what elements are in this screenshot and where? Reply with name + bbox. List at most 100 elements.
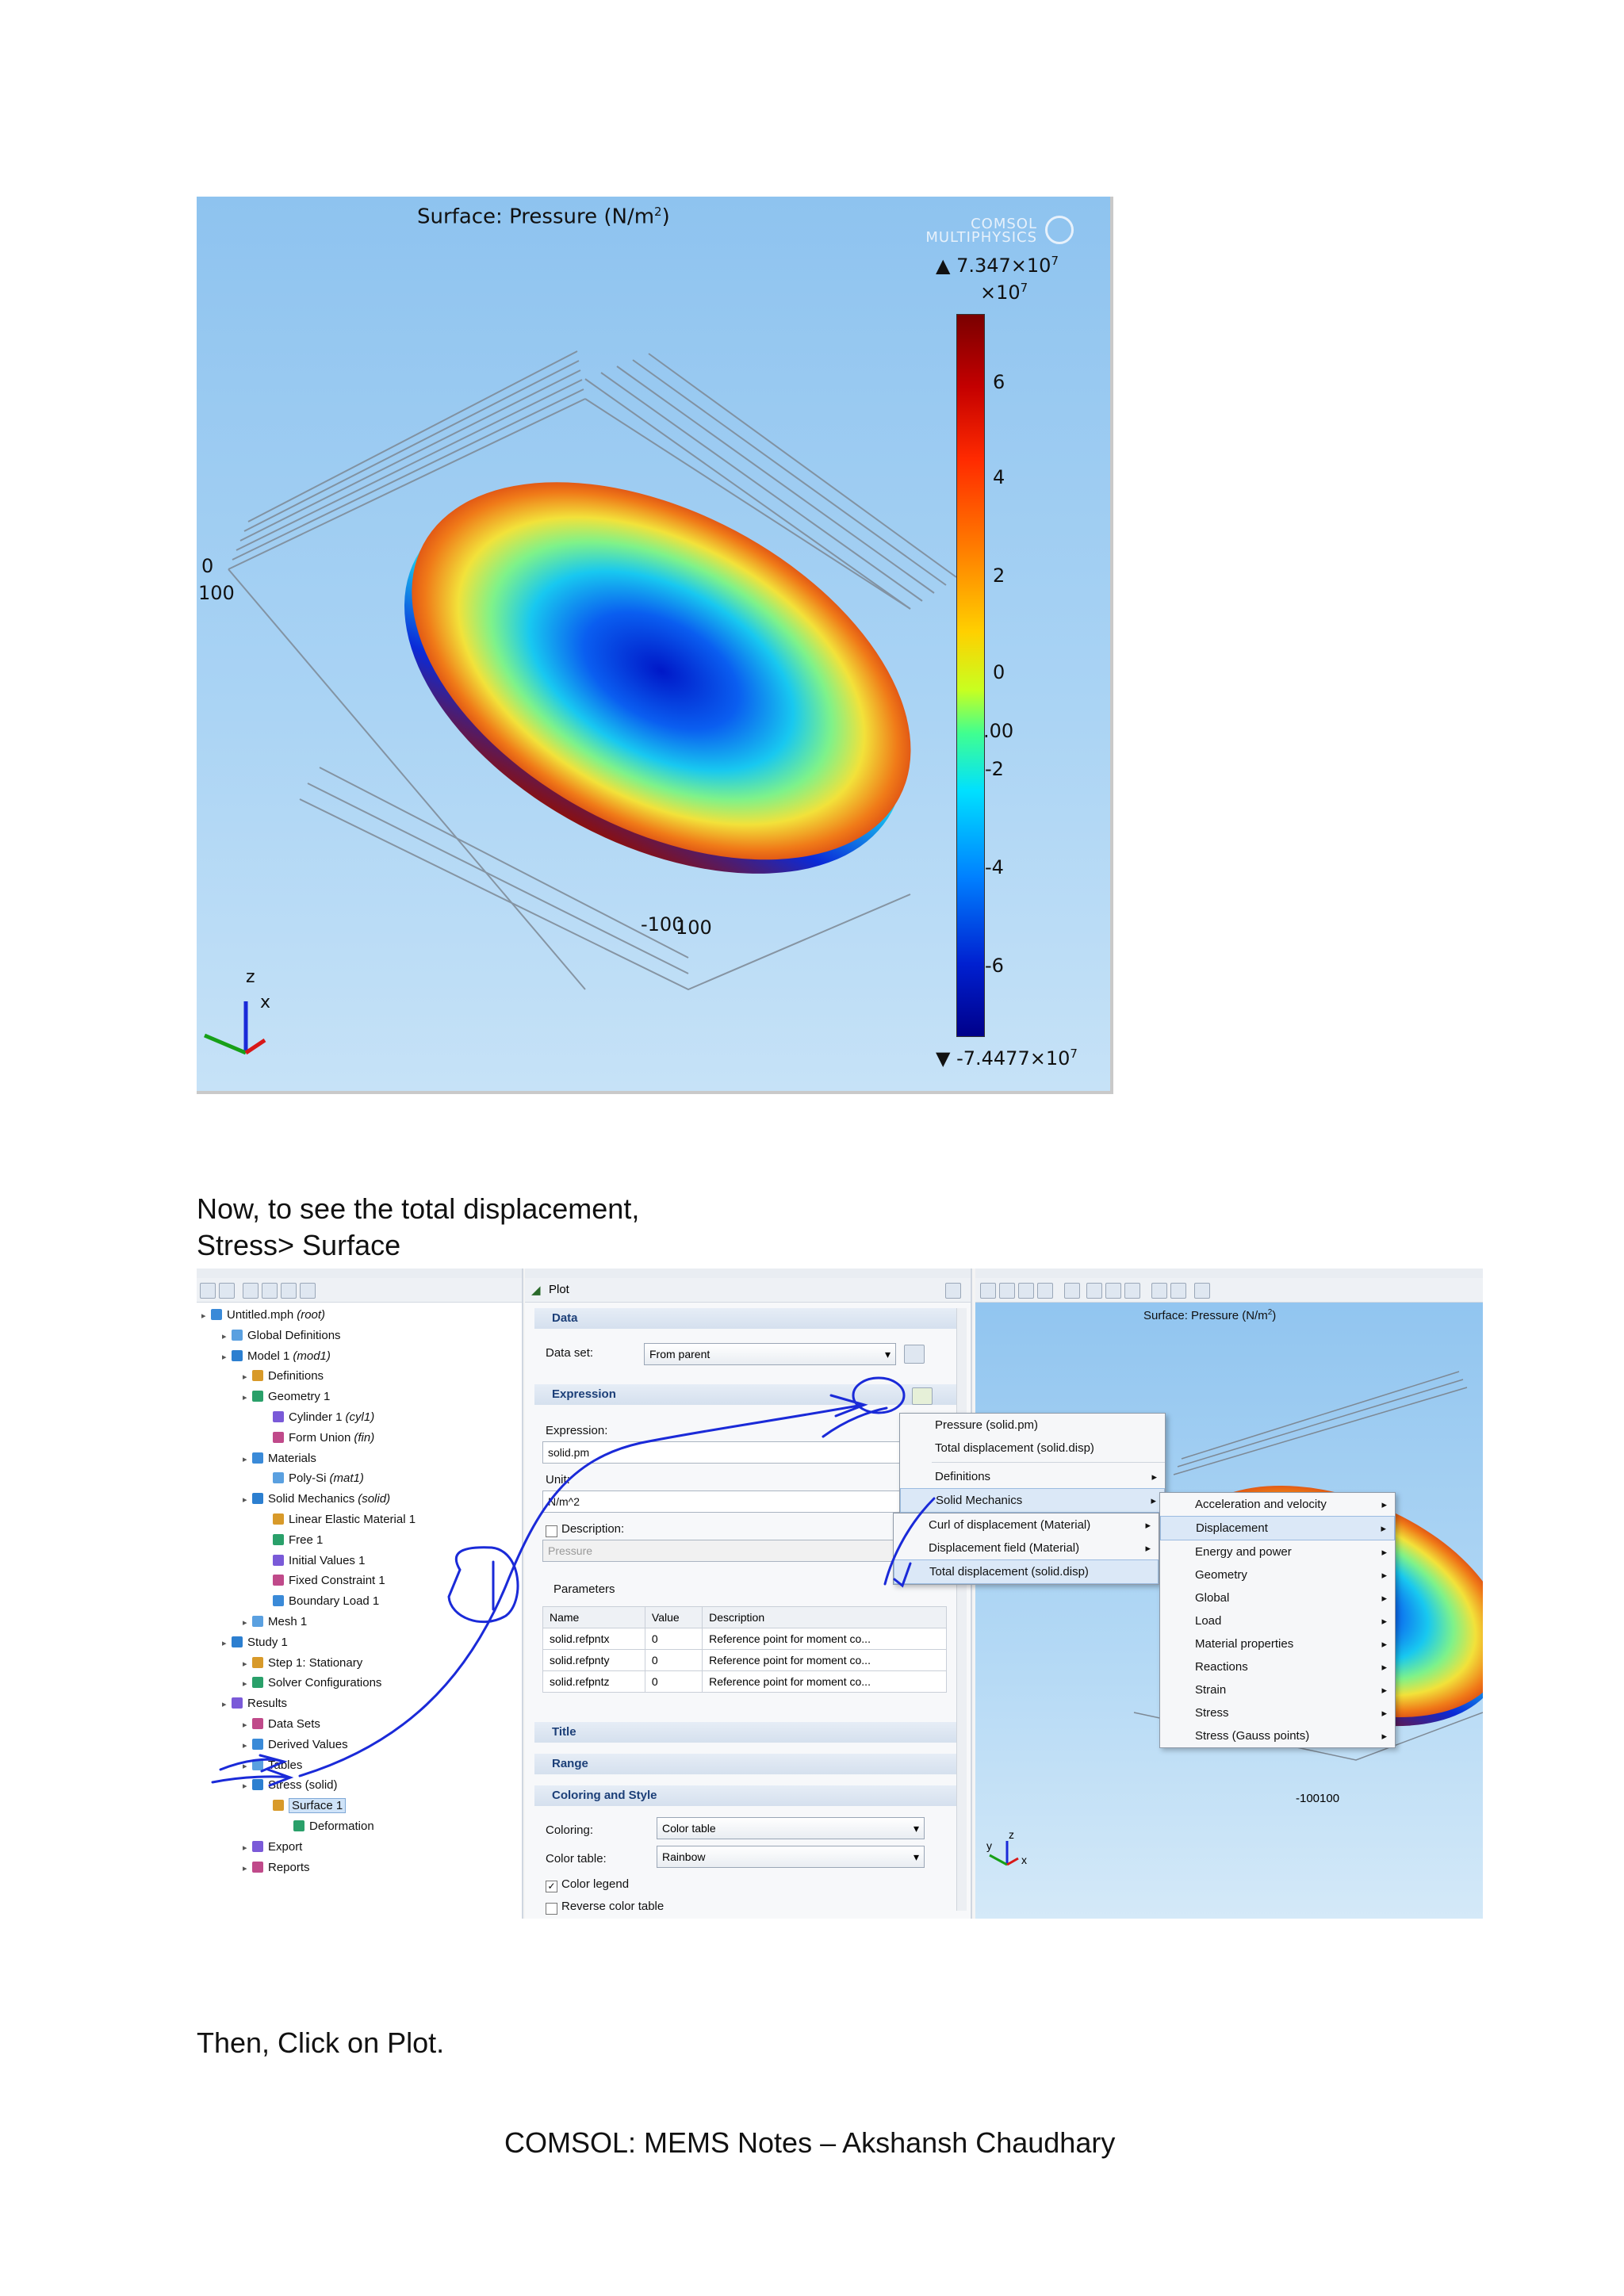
color-table-select[interactable]: Rainbow bbox=[657, 1846, 925, 1868]
expand-arrow-icon[interactable]: ▸ bbox=[243, 1863, 247, 1873]
tree-item[interactable]: ▸ Results bbox=[222, 1695, 287, 1712]
expand-arrow-icon[interactable]: ▸ bbox=[222, 1331, 227, 1341]
transparency-icon[interactable] bbox=[1170, 1283, 1186, 1299]
tree-item[interactable]: ▸ Tables bbox=[243, 1757, 302, 1774]
view-icon[interactable] bbox=[1064, 1283, 1080, 1299]
expand-arrow-icon[interactable]: ▸ bbox=[243, 1720, 247, 1730]
tree-item[interactable]: Initial Values 1 bbox=[263, 1552, 365, 1570]
expand-icon[interactable] bbox=[281, 1283, 297, 1299]
tree-item[interactable]: Deformation bbox=[284, 1818, 374, 1835]
screenshot-icon[interactable] bbox=[1194, 1283, 1210, 1299]
menu-item-total-displacement[interactable]: Total displacement (solid.disp) bbox=[935, 1441, 1094, 1455]
expand-arrow-icon[interactable]: ▸ bbox=[222, 1352, 227, 1362]
menu-item-global[interactable]: Global bbox=[1160, 1586, 1395, 1609]
expand-arrow-icon[interactable]: ▸ bbox=[243, 1372, 247, 1383]
section-expression[interactable]: Expression bbox=[534, 1384, 956, 1405]
tree-item[interactable]: ▸ Definitions bbox=[243, 1368, 324, 1385]
tree-item[interactable]: ▸ Global Definitions bbox=[222, 1327, 341, 1345]
tree-item[interactable]: Fixed Constraint 1 bbox=[263, 1572, 385, 1590]
tree-item[interactable]: ▸ Derived Values bbox=[243, 1736, 348, 1754]
zoom-out-icon[interactable] bbox=[999, 1283, 1015, 1299]
reverse-color-table-checkbox[interactable] bbox=[546, 1903, 557, 1915]
table-row[interactable]: solid.refpntz 0 Reference point for mome… bbox=[542, 1670, 947, 1693]
menu-item-strain[interactable]: Strain bbox=[1160, 1678, 1395, 1701]
tree-item[interactable]: Linear Elastic Material 1 bbox=[263, 1511, 416, 1529]
section-coloring-and-style[interactable]: Coloring and Style bbox=[534, 1785, 956, 1806]
tree-item[interactable]: ▸ Reports bbox=[243, 1859, 310, 1877]
expand-arrow-icon[interactable]: ▸ bbox=[243, 1843, 247, 1853]
tree-item[interactable]: Free 1 bbox=[263, 1532, 323, 1549]
menu-item-energy[interactable]: Energy and power bbox=[1160, 1540, 1395, 1563]
menu-item-reactions[interactable]: Reactions bbox=[1160, 1655, 1395, 1678]
section-title[interactable]: Title bbox=[534, 1722, 956, 1743]
tree-item[interactable]: ▸ Solver Configurations bbox=[243, 1674, 381, 1692]
tree-item[interactable]: ▸ Study 1 bbox=[222, 1634, 288, 1651]
back-icon[interactable] bbox=[200, 1283, 216, 1299]
tree-item[interactable]: Cylinder 1 (cyl1) bbox=[263, 1409, 374, 1426]
table-row[interactable]: solid.refpnty 0 Reference point for mome… bbox=[542, 1649, 947, 1671]
collapse-icon[interactable] bbox=[262, 1283, 278, 1299]
go-to-source-icon[interactable] bbox=[904, 1345, 925, 1364]
tree-item[interactable]: ▸ Materials bbox=[243, 1450, 316, 1468]
menu-item-material-properties[interactable]: Material properties bbox=[1160, 1632, 1395, 1655]
menu-item-acceleration[interactable]: Acceleration and velocity bbox=[1160, 1493, 1395, 1516]
sort-icon[interactable] bbox=[300, 1283, 316, 1299]
show-icon[interactable] bbox=[243, 1283, 259, 1299]
expand-arrow-icon[interactable]: ▸ bbox=[243, 1495, 247, 1506]
expand-arrow-icon[interactable]: ▸ bbox=[243, 1679, 247, 1689]
tree-item[interactable]: ▸ Stress (solid) bbox=[243, 1777, 338, 1794]
expand-arrow-icon[interactable]: ▸ bbox=[243, 1740, 247, 1751]
expand-arrow-icon[interactable]: ▸ bbox=[222, 1638, 227, 1648]
menu-item-total-displacement-solid[interactable]: Total displacement (solid.disp) bbox=[894, 1559, 1159, 1584]
section-data[interactable]: Data bbox=[534, 1308, 956, 1329]
zoom-in-icon[interactable] bbox=[980, 1283, 996, 1299]
expand-arrow-icon[interactable]: ▸ bbox=[243, 1761, 247, 1771]
expand-arrow-icon[interactable]: ▸ bbox=[243, 1454, 247, 1464]
expression-input[interactable]: solid.pm bbox=[542, 1441, 917, 1464]
menu-item-displacement-field[interactable]: Displacement field (Material) bbox=[894, 1536, 1159, 1559]
unit-input[interactable]: N/m^2 bbox=[542, 1490, 917, 1513]
expand-arrow-icon[interactable]: ▸ bbox=[222, 1700, 227, 1710]
menu-item-definitions[interactable]: Definitions bbox=[900, 1465, 1165, 1488]
color-legend-checkbox[interactable]: ✓ bbox=[546, 1881, 557, 1892]
expand-arrow-icon[interactable]: ▸ bbox=[243, 1393, 247, 1403]
tree-item[interactable]: ▸ Solid Mechanics (solid) bbox=[243, 1490, 390, 1508]
zoom-extents-icon[interactable] bbox=[1037, 1283, 1053, 1299]
menu-item-curl-of-displacement[interactable]: Curl of displacement (Material) bbox=[894, 1513, 1159, 1536]
tree-item[interactable]: ▸ Model 1 (mod1) bbox=[222, 1348, 331, 1365]
settings-scrollbar[interactable] bbox=[956, 1308, 967, 1911]
view-yz-icon[interactable] bbox=[1105, 1283, 1121, 1299]
forward-icon[interactable] bbox=[219, 1283, 235, 1299]
tree-item[interactable]: Surface 1 bbox=[263, 1797, 347, 1815]
view-zx-icon[interactable] bbox=[1124, 1283, 1140, 1299]
select-icon[interactable] bbox=[1151, 1283, 1167, 1299]
tree-item[interactable]: ▸ Geometry 1 bbox=[243, 1388, 330, 1406]
section-range[interactable]: Range bbox=[534, 1754, 956, 1774]
data-set-select[interactable]: From parent bbox=[644, 1343, 896, 1365]
tree-item[interactable]: Form Union (fin) bbox=[263, 1429, 374, 1447]
expand-arrow-icon[interactable]: ▸ bbox=[201, 1311, 206, 1321]
tree-item[interactable]: ▸ Export bbox=[243, 1839, 302, 1856]
replace-expression-icon[interactable] bbox=[912, 1387, 933, 1405]
description-input[interactable]: Pressure bbox=[542, 1540, 917, 1562]
menu-item-pressure[interactable]: Pressure (solid.pm) bbox=[935, 1418, 1039, 1432]
menu-item-displacement[interactable]: Displacement bbox=[1160, 1516, 1395, 1540]
table-row[interactable]: solid.refpntx 0 Reference point for mome… bbox=[542, 1628, 947, 1650]
expand-arrow-icon[interactable]: ▸ bbox=[243, 1781, 247, 1792]
tree-item[interactable]: ▸ Step 1: Stationary bbox=[243, 1655, 362, 1672]
expand-arrow-icon[interactable]: ▸ bbox=[243, 1659, 247, 1669]
help-icon[interactable] bbox=[945, 1283, 961, 1299]
menu-item-load[interactable]: Load bbox=[1160, 1609, 1395, 1632]
tree-item[interactable]: ▸ Mesh 1 bbox=[243, 1613, 307, 1631]
menu-item-geometry[interactable]: Geometry bbox=[1160, 1563, 1395, 1586]
plot-button[interactable]: Plot bbox=[549, 1283, 569, 1296]
expand-arrow-icon[interactable]: ▸ bbox=[243, 1618, 247, 1628]
zoom-box-icon[interactable] bbox=[1018, 1283, 1034, 1299]
tree-item[interactable]: ▸ Untitled.mph (root) bbox=[201, 1307, 325, 1324]
view-xy-icon[interactable] bbox=[1086, 1283, 1102, 1299]
description-checkbox[interactable] bbox=[546, 1525, 557, 1537]
tree-item[interactable]: Boundary Load 1 bbox=[263, 1593, 379, 1610]
menu-item-stress[interactable]: Stress bbox=[1160, 1701, 1395, 1724]
coloring-select[interactable]: Color table bbox=[657, 1817, 925, 1839]
menu-item-stress-gauss-points[interactable]: Stress (Gauss points) bbox=[1160, 1724, 1395, 1747]
